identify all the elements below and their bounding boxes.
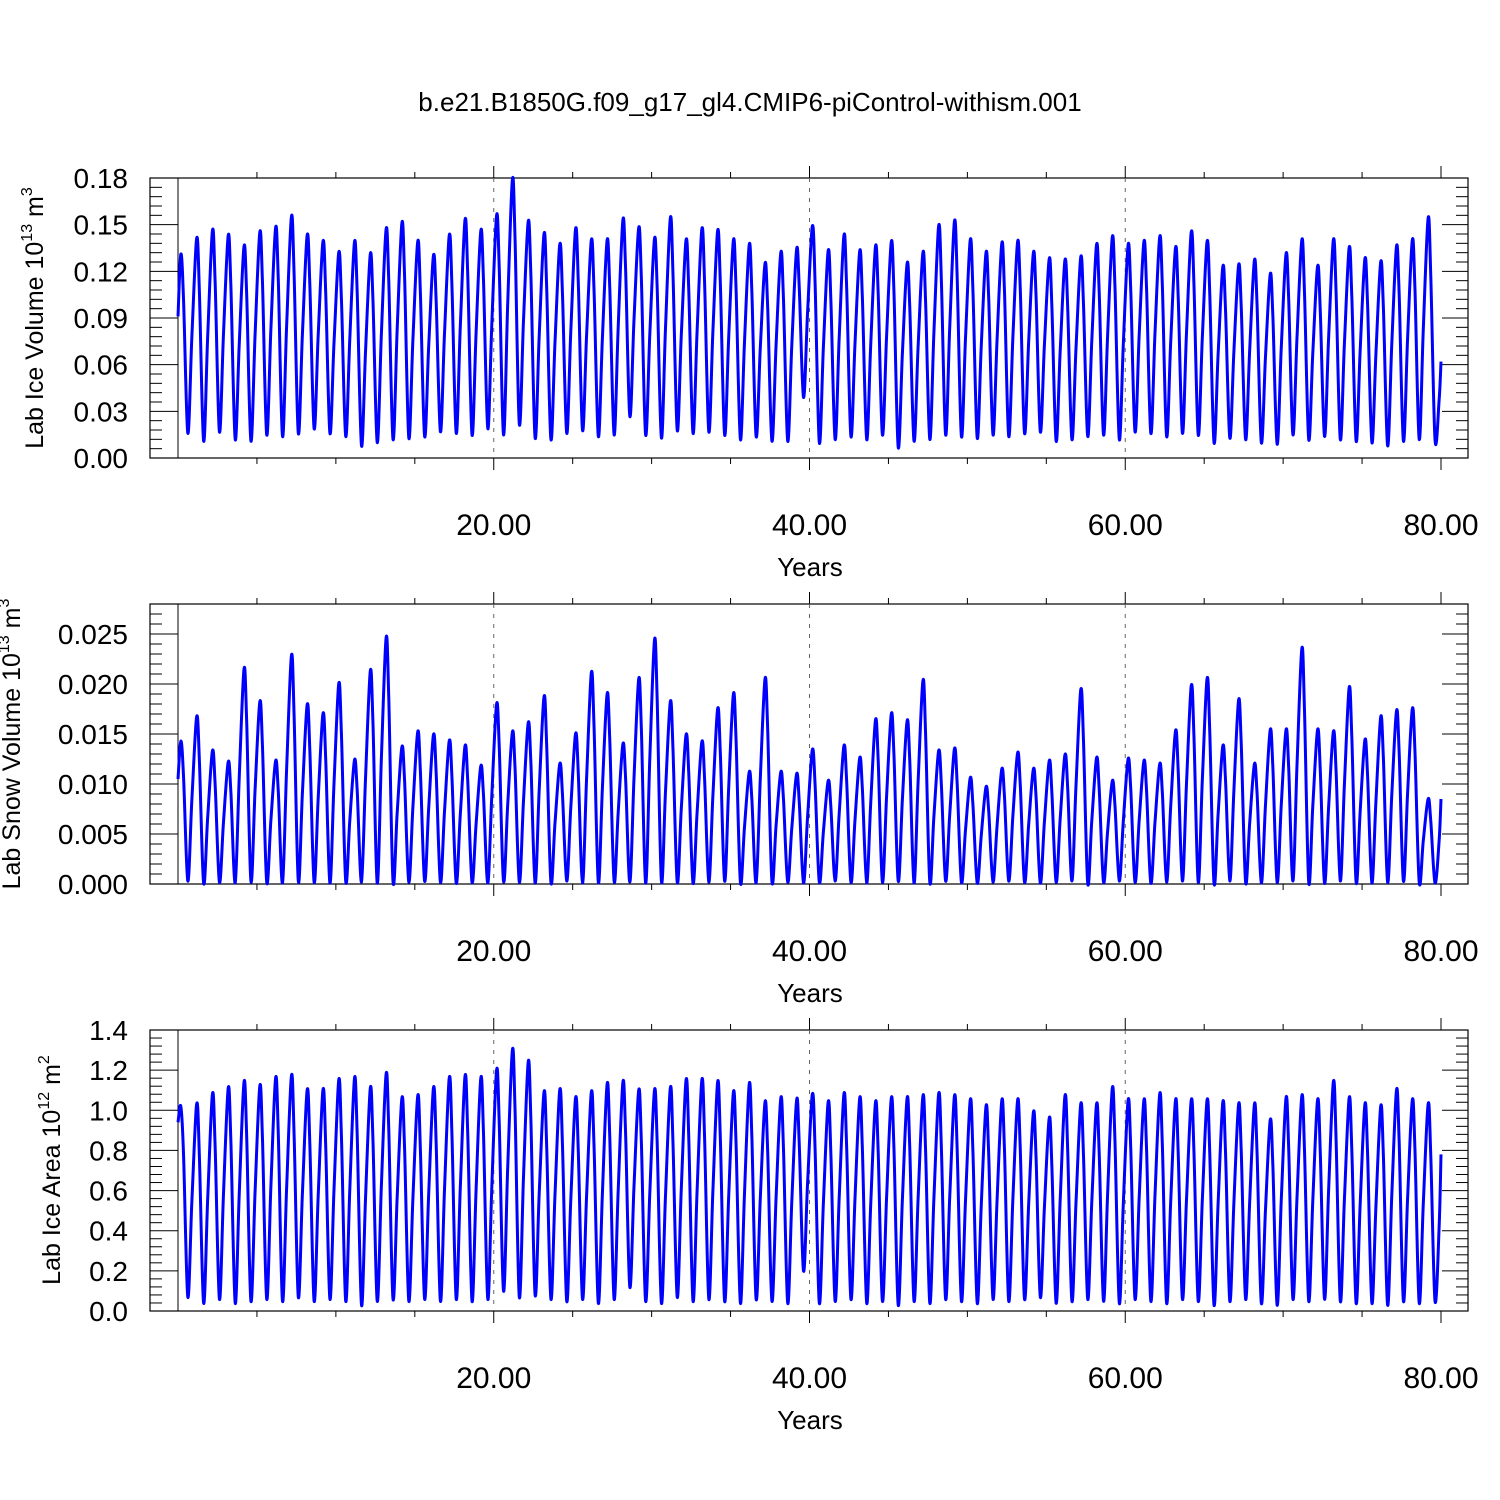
series-line bbox=[176, 1046, 1443, 1308]
x-tick-label: 60.00 bbox=[1088, 509, 1163, 542]
y-tick-label: 0.025 bbox=[58, 619, 128, 650]
y-axis-label: Lab Ice Area 1012 m2 bbox=[36, 1055, 66, 1285]
panel-ice-area: 20.00 40.00 60.00 80.00 0.0 0.2 0.4 0.6 0.8 1.0 1.… bbox=[36, 1015, 1479, 1435]
y-tick-label: 0.0 bbox=[89, 1296, 128, 1327]
y-tick-label: 0.03 bbox=[74, 396, 129, 427]
series-line bbox=[176, 176, 1443, 450]
x-tick-label: 40.00 bbox=[772, 935, 847, 968]
y-tick-label: 0.005 bbox=[58, 819, 128, 850]
series-line bbox=[176, 634, 1443, 887]
y-tick-label: 0.2 bbox=[89, 1256, 128, 1287]
y-tick-label: 0.8 bbox=[89, 1135, 128, 1166]
x-tick-label: 20.00 bbox=[456, 1362, 531, 1395]
y-tick-label: 0.010 bbox=[58, 769, 128, 800]
chart-title: b.e21.B1850G.f09_g17_gl4.CMIP6-piControl… bbox=[418, 87, 1081, 117]
y-axis-label: Lab Snow Volume 1013 m3 bbox=[0, 599, 26, 890]
y-tick-label: 0.6 bbox=[89, 1176, 128, 1207]
x-tick-label: 60.00 bbox=[1088, 1362, 1163, 1395]
y-tick-label: 1.4 bbox=[89, 1015, 128, 1046]
y-axis-label: Lab Ice Volume 1013 m3 bbox=[19, 187, 49, 449]
y-tick-label: 0.00 bbox=[74, 443, 129, 474]
y-tick-label: 0.12 bbox=[74, 256, 129, 287]
panel-snow-volume: 20.00 40.00 60.00 80.00 0.000 0.005 0.010 0.015… bbox=[0, 592, 1479, 1008]
y-tick-label: 0.15 bbox=[74, 210, 129, 241]
y-tick-label: 0.4 bbox=[89, 1216, 128, 1247]
y-tick-label: 0.020 bbox=[58, 669, 128, 700]
x-tick-label: 40.00 bbox=[772, 509, 847, 542]
y-tick-label: 1.2 bbox=[89, 1055, 128, 1086]
x-tick-label: 20.00 bbox=[456, 935, 531, 968]
x-axis-label: Years bbox=[777, 1405, 843, 1435]
y-tick-label: 0.015 bbox=[58, 719, 128, 750]
y-tick-label: 0.06 bbox=[74, 350, 129, 381]
x-axis-label: Years bbox=[777, 978, 843, 1008]
x-tick-label: 80.00 bbox=[1403, 935, 1478, 968]
y-tick-label: 0.09 bbox=[74, 303, 129, 334]
y-tick-label: 0.18 bbox=[74, 163, 129, 194]
x-axis-label: Years bbox=[777, 552, 843, 582]
x-tick-label: 80.00 bbox=[1403, 509, 1478, 542]
x-tick-label: 60.00 bbox=[1088, 935, 1163, 968]
y-tick-label: 0.000 bbox=[58, 869, 128, 900]
x-tick-label: 40.00 bbox=[772, 1362, 847, 1395]
x-tick-label: 80.00 bbox=[1403, 1362, 1478, 1395]
y-tick-label: 1.0 bbox=[89, 1095, 128, 1126]
panel-ice-volume: 20.00 40.00 60.00 80.00 0.00 0.03 0.06 0.09 0.12… bbox=[19, 163, 1479, 582]
x-tick-label: 20.00 bbox=[456, 509, 531, 542]
